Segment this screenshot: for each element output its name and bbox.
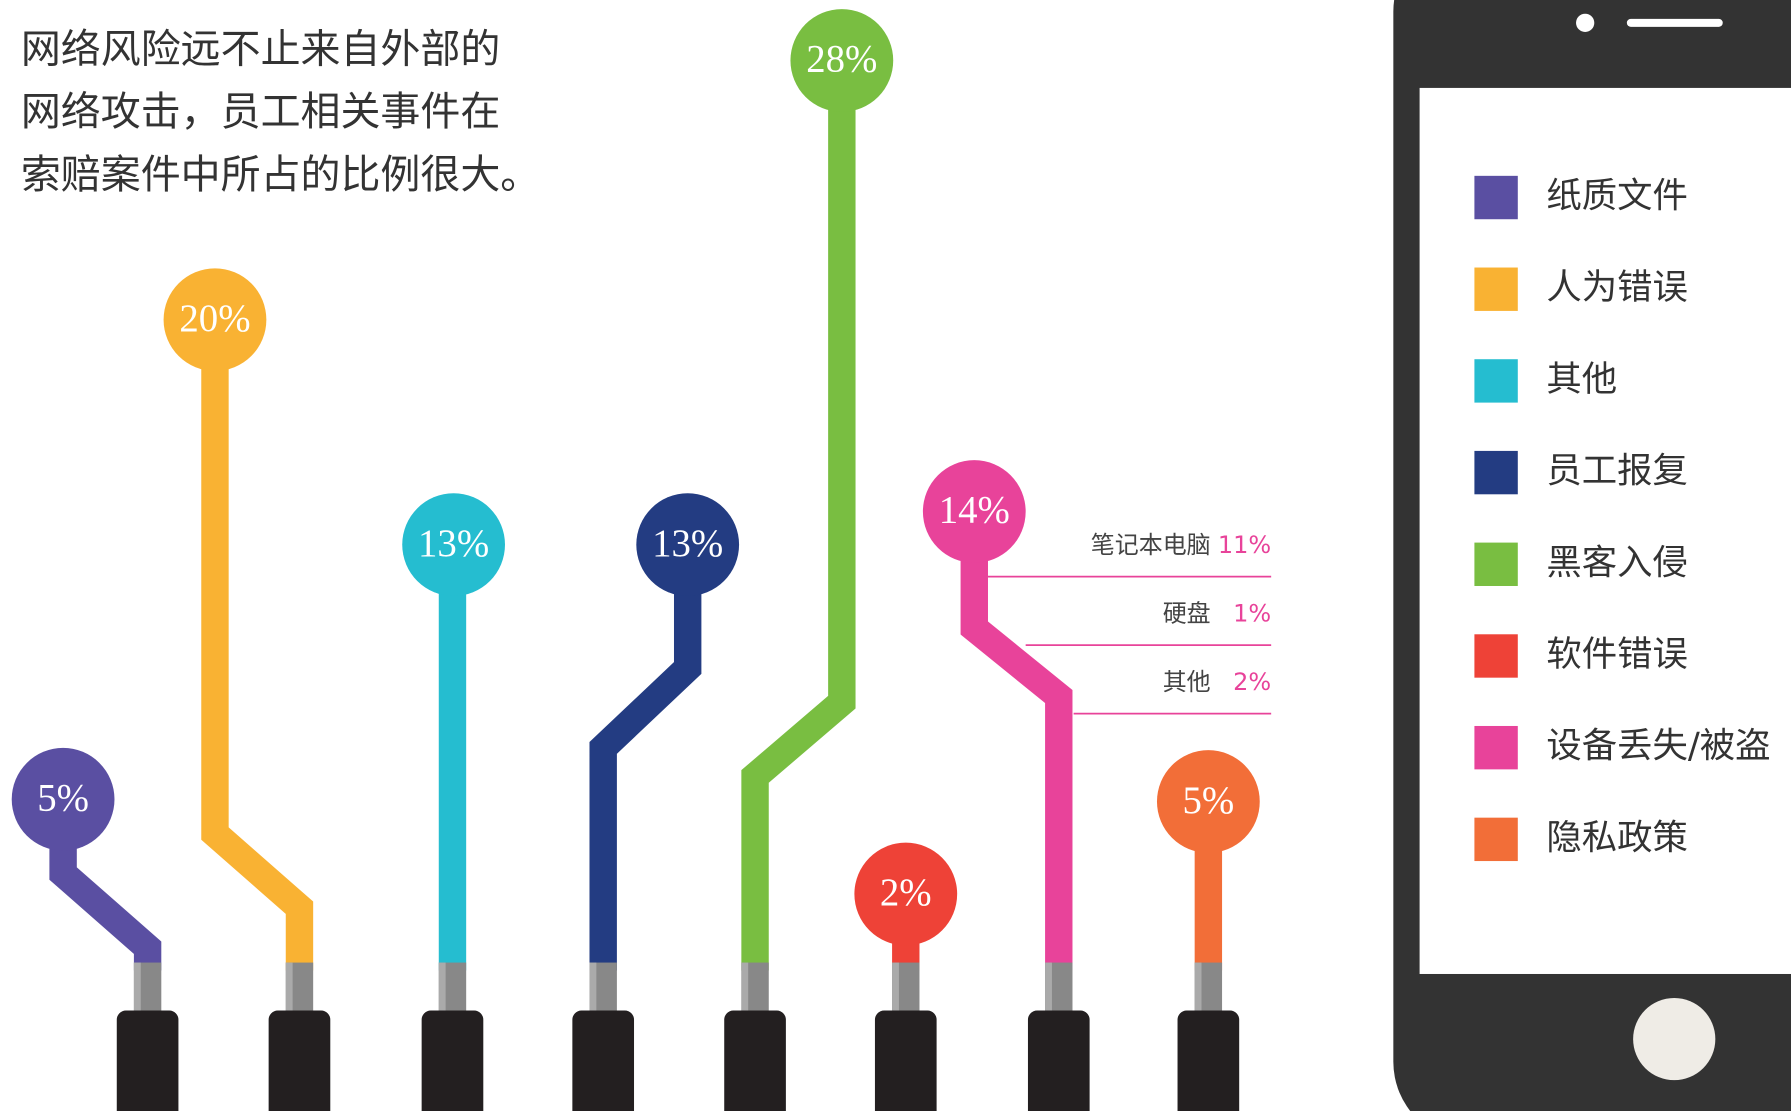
breakdown-value: 2% [1233, 668, 1271, 696]
wire [960, 511, 1073, 971]
value-label: 2% [880, 871, 932, 914]
plug [116, 1010, 179, 1111]
legend-swatch [1474, 725, 1518, 770]
connector-edge [589, 962, 597, 1013]
breakdown-label: 其他 [1163, 668, 1211, 696]
intro-text: 索赔案件中所占的比例很大。 [21, 152, 540, 198]
legend-swatch [1474, 175, 1518, 220]
wire [201, 319, 314, 971]
value-label: 5% [1182, 779, 1234, 822]
value-bubble [11, 747, 115, 851]
legend-swatch [1474, 267, 1518, 311]
home-button [1633, 997, 1716, 1081]
legend-swatch [1474, 542, 1518, 586]
connector-edge [285, 962, 293, 1013]
connector-edge [438, 962, 446, 1013]
value-bubble [790, 9, 894, 112]
value-label: 28% [806, 38, 877, 81]
legend-label: 其他 [1546, 359, 1617, 400]
legend-label: 黑客入侵 [1546, 542, 1688, 583]
connector-edge [1045, 962, 1052, 1013]
value-bubble [402, 493, 505, 597]
connector-edge [741, 962, 749, 1013]
legend-swatch [1474, 450, 1518, 495]
wire [741, 60, 856, 971]
legend-swatch [1474, 817, 1518, 862]
intro-text: 网络攻击，员工相关事件在 [21, 89, 500, 135]
value-bubble [922, 460, 1026, 563]
legend-label: 人为错误 [1546, 267, 1688, 308]
plug [874, 1010, 937, 1111]
legend-label: 设备丢失/被盗 [1546, 726, 1770, 767]
connector-edge [1194, 962, 1202, 1013]
value-label: 13% [652, 522, 723, 565]
value-bubble [163, 268, 267, 372]
legend-label: 纸质文件 [1546, 176, 1688, 217]
connector-edge [133, 962, 141, 1013]
breakdown-value: 11% [1218, 531, 1271, 559]
value-label: 14% [939, 489, 1010, 532]
connector-edge [892, 962, 899, 1013]
value-label: 13% [418, 522, 489, 565]
plug [724, 1010, 786, 1111]
plug [1027, 1010, 1090, 1111]
value-bubble [1156, 750, 1260, 853]
legend-label: 隐私政策 [1546, 817, 1688, 858]
legend-label: 员工报复 [1546, 451, 1688, 492]
legend-swatch [1474, 359, 1518, 403]
plug [1177, 1010, 1240, 1111]
plug [268, 1010, 331, 1111]
breakdown-value: 1% [1233, 599, 1271, 627]
value-bubble [854, 842, 958, 946]
breakdown-label: 硬盘 [1163, 599, 1211, 627]
value-label: 5% [37, 776, 89, 819]
intro-text: 网络风险远不止来自外部的 [21, 26, 500, 72]
plug [421, 1010, 484, 1111]
wire [589, 544, 702, 971]
legend-swatch [1474, 634, 1518, 678]
breakdown-label: 笔记本电脑 [1091, 531, 1211, 559]
phone-camera [1576, 13, 1595, 32]
value-bubble [636, 493, 740, 597]
value-label: 20% [179, 297, 250, 340]
plug [572, 1010, 635, 1111]
legend-label: 软件错误 [1546, 634, 1688, 675]
